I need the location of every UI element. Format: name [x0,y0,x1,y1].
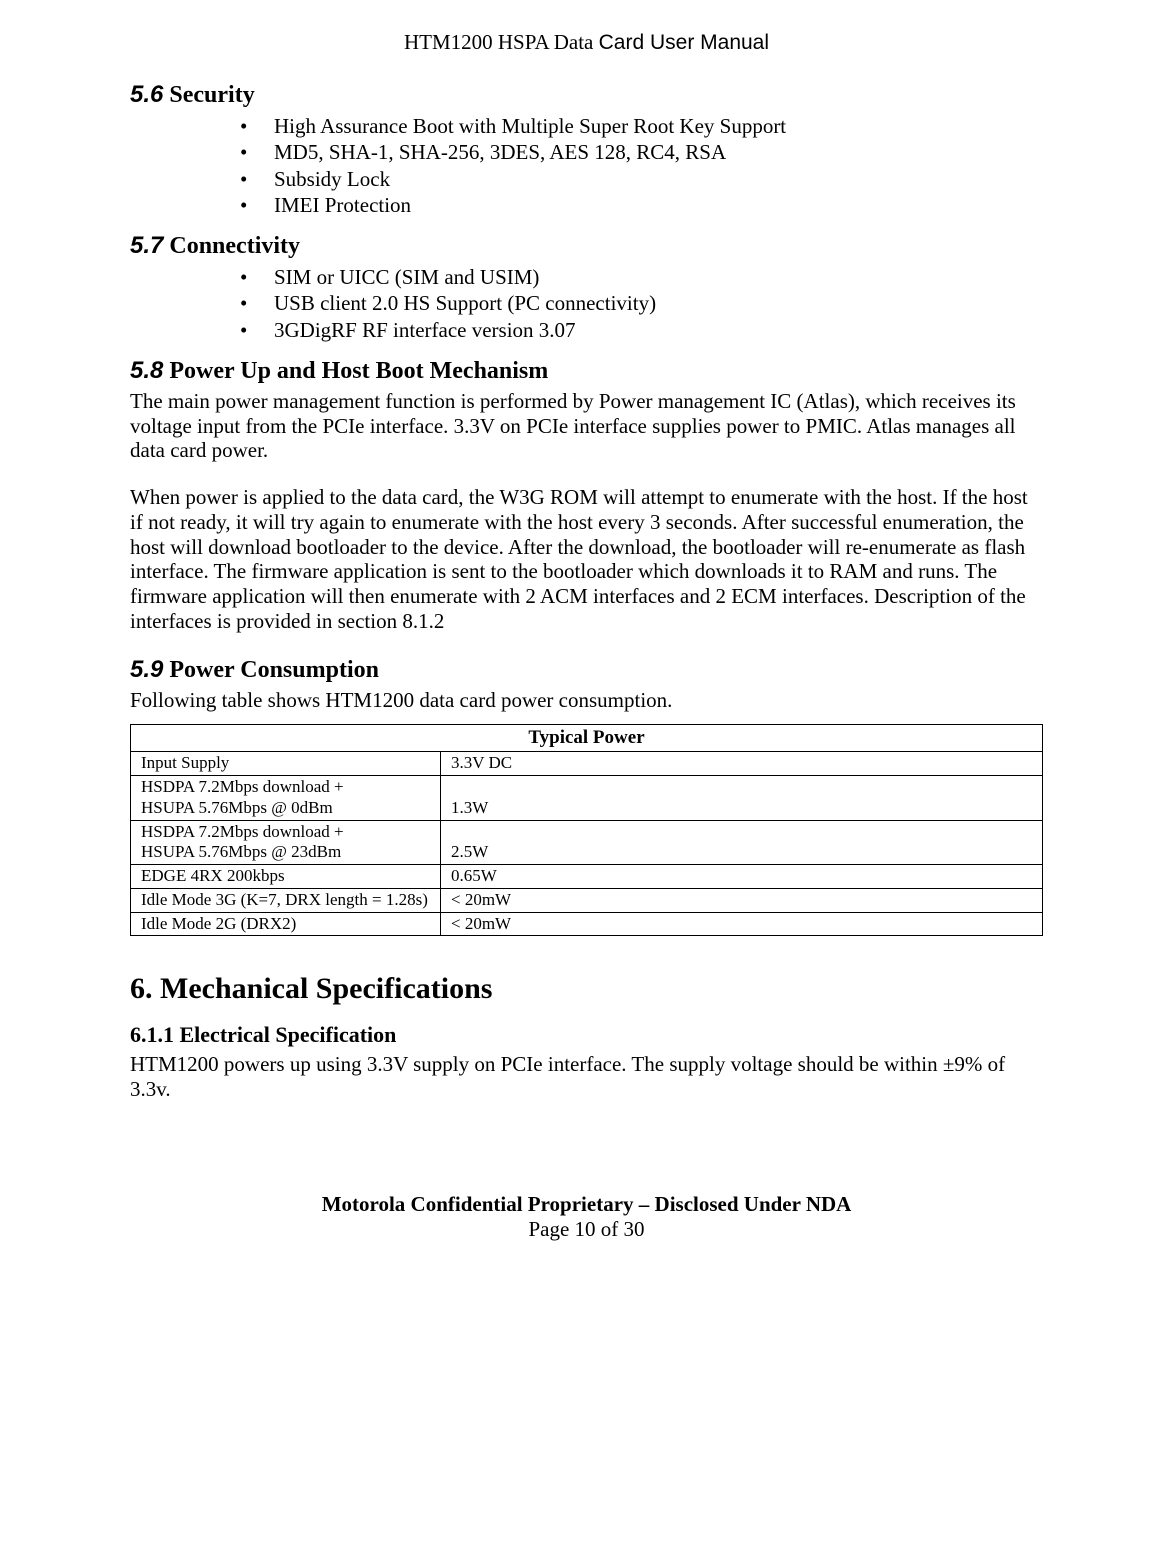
table-cell: Idle Mode 2G (DRX2) [131,912,441,936]
table-cell: 3.3V DC [441,752,1043,776]
list-item: USB client 2.0 HS Support (PC connectivi… [240,290,1043,316]
table-cell: 2.5W [441,820,1043,864]
page-footer: Motorola Confidential Proprietary – Disc… [130,1192,1043,1242]
list-item: Subsidy Lock [240,166,1043,192]
section-5-8-para1: The main power management function is pe… [130,389,1043,463]
table-row: Input Supply 3.3V DC [131,752,1043,776]
section-6-1-1-heading: 6.1.1 Electrical Specification [130,1022,1043,1048]
section-6-heading: 6. Mechanical Specifications [130,972,1043,1006]
table-cell: HSDPA 7.2Mbps download +HSUPA 5.76Mbps @… [131,776,441,820]
table-row: Idle Mode 3G (K=7, DRX length = 1.28s) <… [131,888,1043,912]
section-5-9-title: Power Consumption [163,657,379,683]
table-row: EDGE 4RX 200kbps 0.65W [131,865,1043,889]
section-5-9-heading: 5.9 Power Consumption [130,656,1043,684]
section-5-6-heading: 5.6 Security [130,81,1043,109]
header-suffix: Card User Manual [599,31,769,54]
section-5-8-para2: When power is applied to the data card, … [130,485,1043,634]
table-cell: EDGE 4RX 200kbps [131,865,441,889]
footer-confidential: Motorola Confidential Proprietary – Disc… [130,1192,1043,1217]
section-5-6-number: 5.6 [130,81,163,108]
table-cell: Input Supply [131,752,441,776]
section-5-7-title: Connectivity [163,233,300,259]
table-cell: Idle Mode 3G (K=7, DRX length = 1.28s) [131,888,441,912]
table-cell: 0.65W [441,865,1043,889]
table-cell: < 20mW [441,888,1043,912]
section-5-7-heading: 5.7 Connectivity [130,232,1043,260]
list-item: High Assurance Boot with Multiple Super … [240,113,1043,139]
section-5-8-heading: 5.8 Power Up and Host Boot Mechanism [130,357,1043,385]
table-row: Idle Mode 2G (DRX2) < 20mW [131,912,1043,936]
running-header: HTM1200 HSPA Data Card User Manual [130,30,1043,55]
section-5-8-title: Power Up and Host Boot Mechanism [163,358,548,384]
section-5-7-list: SIM or UICC (SIM and USIM) USB client 2.… [130,264,1043,343]
list-item: SIM or UICC (SIM and USIM) [240,264,1043,290]
table-cell: 1.3W [441,776,1043,820]
header-prefix: HTM1200 HSPA Data [404,30,599,54]
table-cell: HSDPA 7.2Mbps download +HSUPA 5.76Mbps @… [131,820,441,864]
power-table-title: Typical Power [131,725,1043,752]
list-item: MD5, SHA-1, SHA-256, 3DES, AES 128, RC4,… [240,139,1043,165]
table-row: HSDPA 7.2Mbps download +HSUPA 5.76Mbps @… [131,776,1043,820]
section-5-6-list: High Assurance Boot with Multiple Super … [130,113,1043,218]
table-row: HSDPA 7.2Mbps download +HSUPA 5.76Mbps @… [131,820,1043,864]
section-6-1-1-para: HTM1200 powers up using 3.3V supply on P… [130,1052,1043,1102]
section-5-9-intro: Following table shows HTM1200 data card … [130,688,1043,713]
table-cell: < 20mW [441,912,1043,936]
power-table: Typical Power Input Supply 3.3V DC HSDPA… [130,724,1043,936]
section-5-8-number: 5.8 [130,357,163,384]
section-5-9-number: 5.9 [130,656,163,683]
section-5-7-number: 5.7 [130,232,163,259]
section-5-6-title: Security [163,82,254,108]
footer-page-number: Page 10 of 30 [130,1217,1043,1242]
list-item: 3GDigRF RF interface version 3.07 [240,317,1043,343]
list-item: IMEI Protection [240,192,1043,218]
